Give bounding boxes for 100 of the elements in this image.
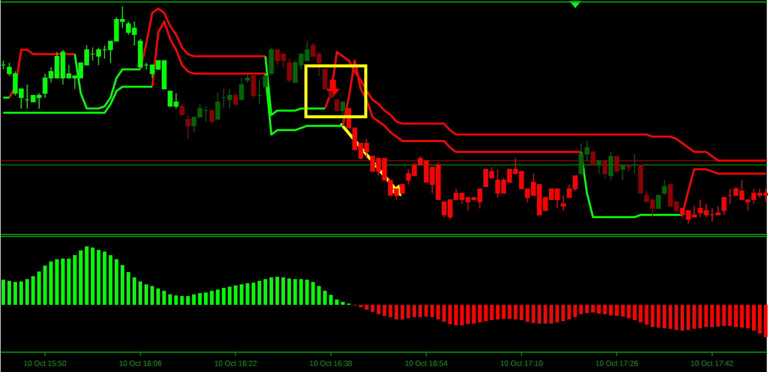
bar xyxy=(674,304,678,330)
bar xyxy=(305,280,309,305)
bar xyxy=(620,304,624,316)
bar xyxy=(126,272,130,305)
bar xyxy=(317,286,321,305)
bar xyxy=(252,282,256,305)
bar xyxy=(436,304,440,320)
bar xyxy=(37,271,41,305)
bar xyxy=(186,296,190,305)
bar xyxy=(49,262,53,305)
bar xyxy=(442,304,446,322)
bar xyxy=(78,250,83,305)
bar xyxy=(281,277,285,305)
bar xyxy=(240,284,244,305)
candlestick xyxy=(186,114,190,140)
bar xyxy=(490,304,494,320)
bar xyxy=(758,304,762,334)
candlestick xyxy=(180,104,184,116)
candlestick xyxy=(286,58,292,83)
bar xyxy=(454,304,458,326)
bar xyxy=(430,304,434,318)
bar xyxy=(668,304,672,329)
bar xyxy=(603,304,607,314)
bar xyxy=(150,286,154,305)
bar xyxy=(585,304,589,313)
bar xyxy=(508,304,512,319)
bar xyxy=(210,290,214,305)
bar xyxy=(549,304,554,324)
bar xyxy=(597,304,601,314)
candlestick xyxy=(209,110,214,124)
bar xyxy=(311,282,315,305)
candlestick xyxy=(596,160,602,174)
bar xyxy=(108,255,112,305)
bar xyxy=(204,292,208,305)
bar xyxy=(270,277,274,305)
candlestick xyxy=(620,164,626,181)
bar xyxy=(532,304,536,323)
bar xyxy=(543,304,548,324)
candlestick xyxy=(268,47,274,74)
candlestick xyxy=(560,194,566,211)
bar xyxy=(43,266,47,305)
bar xyxy=(258,280,262,305)
bar xyxy=(138,281,142,305)
bar xyxy=(168,294,172,305)
bar xyxy=(722,304,726,326)
bar xyxy=(698,304,702,328)
bar xyxy=(734,304,738,327)
bar xyxy=(650,304,654,327)
bar xyxy=(424,304,428,316)
bar xyxy=(84,246,88,305)
bar xyxy=(555,304,559,322)
bar xyxy=(567,304,571,320)
bar xyxy=(728,304,732,326)
bar xyxy=(144,284,148,305)
bar xyxy=(382,304,386,316)
bar xyxy=(114,259,118,305)
bar xyxy=(484,304,488,322)
bar xyxy=(7,280,12,305)
bar xyxy=(656,304,660,328)
bar xyxy=(264,279,268,305)
candlestick xyxy=(239,78,244,100)
bar xyxy=(31,276,35,305)
bar xyxy=(686,304,690,330)
bar xyxy=(608,304,613,316)
bar xyxy=(287,278,291,305)
bar xyxy=(228,286,232,305)
candlestick xyxy=(608,151,614,181)
bar xyxy=(364,304,368,310)
bar xyxy=(746,304,750,328)
bar xyxy=(132,277,136,305)
bar xyxy=(561,304,565,322)
bar xyxy=(478,304,482,322)
bar xyxy=(222,288,226,305)
bar xyxy=(460,304,464,326)
bar xyxy=(710,304,714,327)
bar xyxy=(13,282,17,305)
bar xyxy=(614,304,619,316)
bar xyxy=(72,255,77,305)
bar xyxy=(388,304,392,318)
bar xyxy=(412,304,416,318)
bar xyxy=(466,304,470,324)
bar xyxy=(626,304,630,318)
bar xyxy=(740,304,744,328)
bar xyxy=(370,304,374,312)
bar xyxy=(638,304,642,322)
candlestick xyxy=(233,92,238,107)
bar xyxy=(61,258,65,305)
bar xyxy=(25,279,29,305)
candlestick xyxy=(251,70,256,98)
bar xyxy=(472,304,476,324)
bar xyxy=(234,285,238,305)
candlestick xyxy=(322,68,328,90)
bar xyxy=(502,304,506,319)
bar xyxy=(514,304,518,320)
bar xyxy=(293,279,297,305)
bar xyxy=(55,259,59,305)
bar xyxy=(662,304,666,328)
bar xyxy=(496,304,500,320)
bar xyxy=(764,304,768,337)
bar xyxy=(335,300,339,305)
